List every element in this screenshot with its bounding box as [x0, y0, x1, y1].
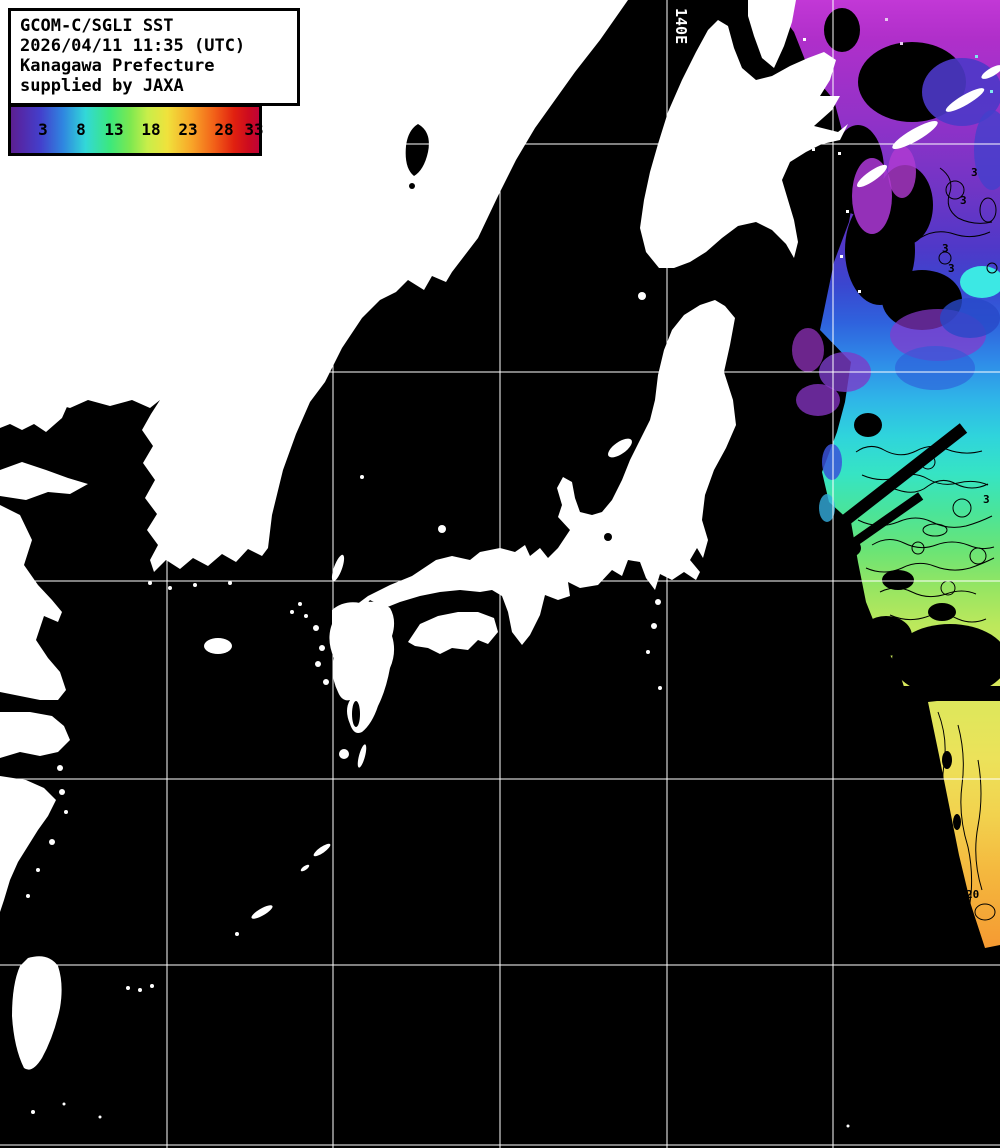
product-title: GCOM-C/SGLI SST [20, 16, 174, 36]
land-kyushu [329, 601, 395, 733]
land-taiwan [12, 956, 62, 1070]
credit-label: supplied by JAXA [20, 76, 184, 96]
lake-khanka [405, 124, 429, 176]
datetime-label: 2026/04/11 11:35 (UTC) [20, 36, 246, 56]
contour-lines-layer [855, 167, 998, 921]
temperature-colorbar: 3 8 13 18 23 28 33 [8, 104, 264, 156]
contour-label: 3 [971, 166, 978, 179]
contour-label: 3 [942, 242, 949, 255]
sst-swath-layer: 3 3 3 3 3 3 20 [770, 0, 1000, 948]
contour-label: 3 [915, 226, 922, 239]
kagoshima-bay [352, 701, 360, 727]
colorbar-tick: 13 [104, 120, 124, 139]
land-jeju [204, 638, 232, 654]
contour-labels: 3 3 3 3 3 3 20 [915, 166, 990, 901]
land-okushiri [638, 292, 646, 300]
land-shanghai [0, 712, 70, 758]
colorbar-tick: 18 [141, 120, 161, 139]
contour-label: 3 [948, 262, 955, 275]
colorbar-tick: 33 [244, 120, 264, 139]
land-sado [608, 438, 632, 458]
lake-layer [352, 124, 612, 727]
latitude-label-40n: 40N [4, 354, 31, 372]
land-honshu [344, 300, 736, 645]
contour-label: 3 [960, 194, 967, 207]
land-china-coast [0, 505, 66, 700]
land-shandong [0, 462, 88, 500]
land-tsushima [331, 554, 345, 582]
longitude-label-140e: 140E [672, 8, 690, 44]
colorbar-tick: 23 [178, 120, 198, 139]
contour-label: 3 [983, 493, 990, 506]
land-zhejiang-fujian [0, 776, 56, 912]
region-label: Kanagawa Prefecture [20, 56, 215, 76]
land-liaodong [0, 400, 70, 432]
land-ryukyu-islands [126, 843, 331, 992]
land-sakhalin [748, 0, 796, 68]
colorbar-tick: 8 [76, 120, 86, 139]
land-shikoku [408, 612, 498, 654]
land-kuril-islands [856, 65, 1000, 188]
colorbar-tick: 28 [214, 120, 234, 139]
contour-label: 20 [966, 888, 979, 901]
lake-biwa [604, 533, 612, 541]
title-box: GCOM-C/SGLI SST 2026/04/11 11:35 (UTC) K… [8, 8, 300, 106]
colorbar-tick: 3 [38, 120, 48, 139]
